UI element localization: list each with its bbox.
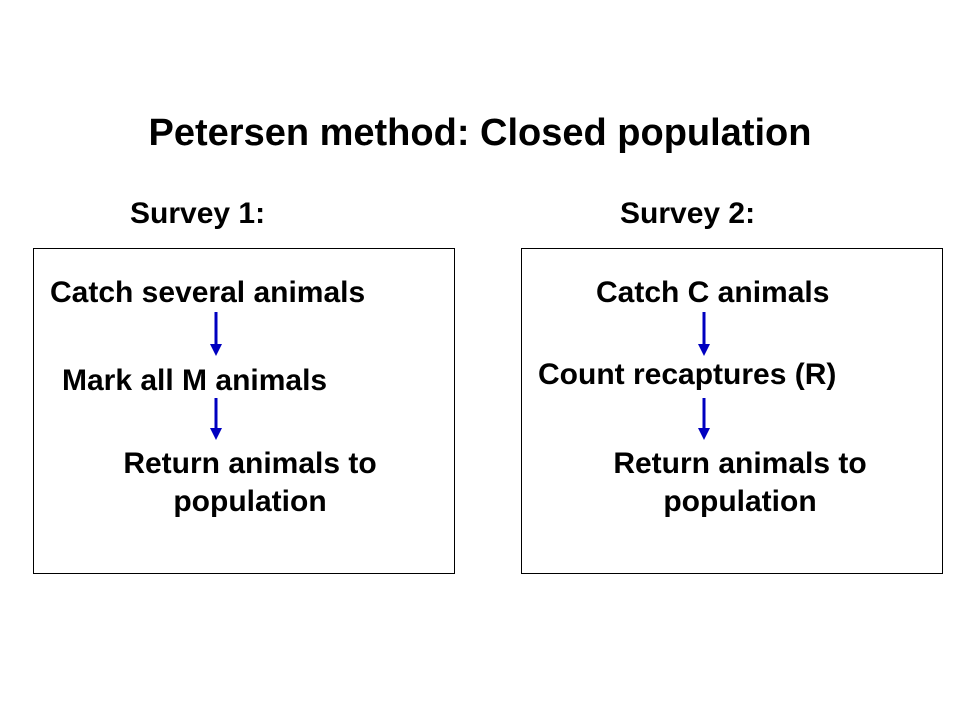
- survey-1-return-line-1: Return animals to: [123, 447, 377, 480]
- diagram-title: Petersen method: Closed population: [148, 112, 812, 154]
- survey-2-label: Survey 2:: [620, 197, 756, 230]
- survey-2-return-line-1: Return animals to: [613, 447, 867, 480]
- survey-1-arrow-1-icon: [210, 312, 222, 356]
- survey-1-box: [33, 248, 455, 574]
- survey-1-label: Survey 1:: [130, 197, 266, 230]
- survey-2-arrow-2-icon: [698, 398, 710, 440]
- survey-2-box: [521, 248, 943, 574]
- survey-2-return-line-2: population: [663, 485, 817, 518]
- survey-2-arrow-1-icon: [698, 312, 710, 356]
- survey-1-mark-step: Mark all M animals: [62, 364, 328, 397]
- survey-2-catch-step: Catch C animals: [596, 276, 830, 309]
- survey-2-return-step: Return animals to population: [560, 445, 920, 521]
- survey-2-count-step: Count recaptures (R): [538, 358, 837, 391]
- survey-1-arrow-2-icon: [210, 398, 222, 440]
- survey-1-return-line-2: population: [173, 485, 327, 518]
- survey-1-catch-step: Catch several animals: [50, 276, 366, 309]
- survey-1-return-step: Return animals to population: [70, 445, 430, 521]
